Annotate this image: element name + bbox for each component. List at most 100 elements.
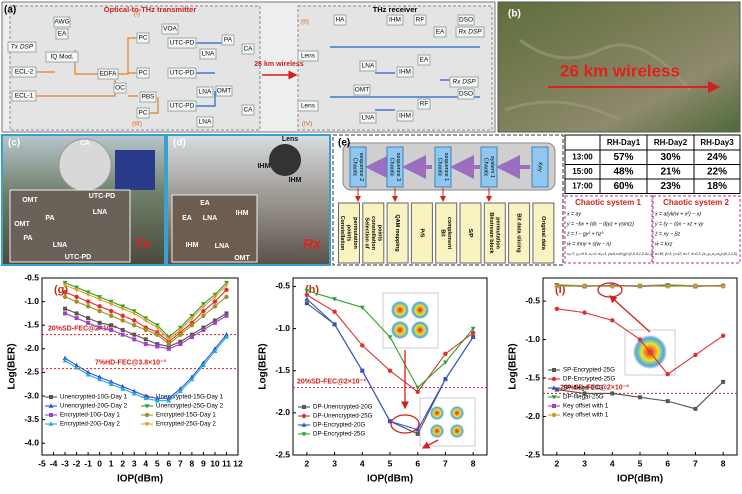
component-label: DSO bbox=[459, 91, 473, 98]
x-tick-label: 10 bbox=[210, 458, 220, 468]
chaos-label: Chaotic bbox=[482, 158, 488, 177]
table-header: RH-Day2 bbox=[654, 138, 688, 147]
data-point bbox=[301, 413, 307, 419]
data-point bbox=[143, 316, 149, 321]
data-point bbox=[155, 332, 160, 337]
data-point bbox=[131, 388, 137, 394]
photo-tag: LNA bbox=[203, 215, 217, 222]
legend-label: DP-Encrypted-20G bbox=[313, 422, 365, 429]
table-cell: 17:00 bbox=[572, 181, 593, 190]
data-point bbox=[189, 316, 195, 321]
component-label: Tx DSP bbox=[11, 44, 34, 51]
legend-label: Encrypted-25G-Day 2 bbox=[156, 421, 216, 428]
photo-tag: IHM bbox=[258, 163, 271, 170]
data-point bbox=[62, 355, 68, 361]
data-point bbox=[120, 383, 126, 389]
data-point bbox=[62, 294, 68, 300]
data-point bbox=[189, 376, 195, 382]
data-point bbox=[154, 323, 160, 328]
component-box bbox=[45, 51, 79, 63]
data-point bbox=[637, 337, 643, 342]
component-label: ECL-2 bbox=[15, 69, 34, 76]
component-label: OMT bbox=[355, 87, 369, 94]
photo-tag: Tx bbox=[134, 236, 152, 252]
data-point bbox=[610, 391, 615, 396]
data-point bbox=[415, 389, 420, 394]
component-label: PA bbox=[224, 37, 233, 44]
data-point bbox=[74, 316, 79, 321]
x-axis-label: IOP(dBm) bbox=[117, 474, 163, 485]
x-tick-label: 4 bbox=[360, 458, 365, 468]
x-tick-label: 12 bbox=[233, 458, 243, 468]
data-point bbox=[108, 381, 114, 386]
data-point bbox=[74, 285, 79, 291]
component-label: CA bbox=[243, 46, 253, 53]
y-tick-label: -0.5 bbox=[525, 295, 540, 305]
y-tick-label: -0.5 bbox=[24, 272, 39, 282]
data-point bbox=[131, 309, 137, 314]
component-label: UTC-PD bbox=[170, 70, 195, 77]
x-tick-label: 5 bbox=[388, 458, 393, 468]
data-point bbox=[120, 304, 126, 309]
constellation-point bbox=[450, 406, 464, 420]
chaos-block bbox=[531, 146, 549, 188]
data-point bbox=[143, 337, 148, 342]
component-box bbox=[241, 43, 255, 55]
data-point bbox=[166, 341, 172, 347]
data-point bbox=[97, 376, 103, 382]
x-tick-label: 3 bbox=[332, 458, 337, 468]
data-point bbox=[144, 412, 150, 418]
chaos-label: Chaotic bbox=[436, 158, 442, 177]
y-tick-label: -2.0 bbox=[275, 407, 290, 417]
inset-h2 bbox=[419, 397, 476, 447]
photo-tag: OMT bbox=[234, 255, 250, 262]
table-cell: 18% bbox=[707, 181, 727, 192]
data-point bbox=[301, 422, 307, 427]
component-box bbox=[55, 28, 69, 40]
data-point bbox=[109, 327, 114, 332]
data-point bbox=[212, 348, 218, 353]
data-point bbox=[189, 332, 194, 337]
data-point bbox=[97, 374, 103, 379]
data-point bbox=[304, 292, 310, 298]
process-label: QAM mapping bbox=[394, 214, 400, 251]
component-box bbox=[241, 104, 255, 116]
data-point bbox=[551, 395, 557, 400]
threshold-label: 20%SD-FEC@2×10⁻² bbox=[560, 384, 629, 391]
component-label: Lens bbox=[301, 103, 316, 110]
data-point bbox=[637, 283, 643, 288]
data-point bbox=[120, 306, 126, 312]
data-point bbox=[201, 325, 206, 330]
process-label: permutation bbox=[495, 217, 501, 249]
data-point bbox=[721, 379, 726, 384]
y-axis-label: Log(BER) bbox=[7, 343, 18, 389]
x-tick-label: 7 bbox=[693, 458, 698, 468]
chaos-label: sequence 2 bbox=[358, 153, 364, 181]
data-point bbox=[189, 313, 195, 319]
photo-tag: EA bbox=[200, 200, 210, 207]
data-point bbox=[443, 360, 448, 365]
data-point bbox=[74, 311, 79, 316]
x-tick-label: 0 bbox=[97, 458, 102, 468]
component-label: PBS bbox=[141, 94, 155, 101]
chaos-block bbox=[386, 146, 404, 188]
component-label: CA bbox=[243, 107, 253, 114]
constellation-point bbox=[391, 301, 409, 319]
chaos-label: Key bbox=[537, 162, 543, 172]
y-tick-label: -2.5 bbox=[525, 449, 540, 459]
process-block bbox=[410, 202, 433, 264]
y-axis-label: Log(BER) bbox=[258, 343, 269, 389]
y-tick-label: -1.5 bbox=[525, 372, 540, 382]
data-point bbox=[212, 304, 218, 309]
component-label: LNA bbox=[362, 63, 375, 70]
section-title: Optical-to-THz transmitter bbox=[104, 5, 197, 14]
legend-label: Unencrypted-15G-Day 1 bbox=[156, 394, 224, 401]
inset-arrow bbox=[609, 295, 651, 333]
equation: ẋ = a(yk(w + x²) − x) bbox=[654, 211, 701, 217]
component-box bbox=[449, 76, 479, 88]
inset-arrow bbox=[421, 439, 439, 449]
data-point bbox=[224, 280, 229, 286]
component-label: Rx DSP bbox=[452, 79, 476, 86]
x-tick-label: 2 bbox=[304, 458, 309, 468]
component-label: EA bbox=[436, 29, 445, 36]
